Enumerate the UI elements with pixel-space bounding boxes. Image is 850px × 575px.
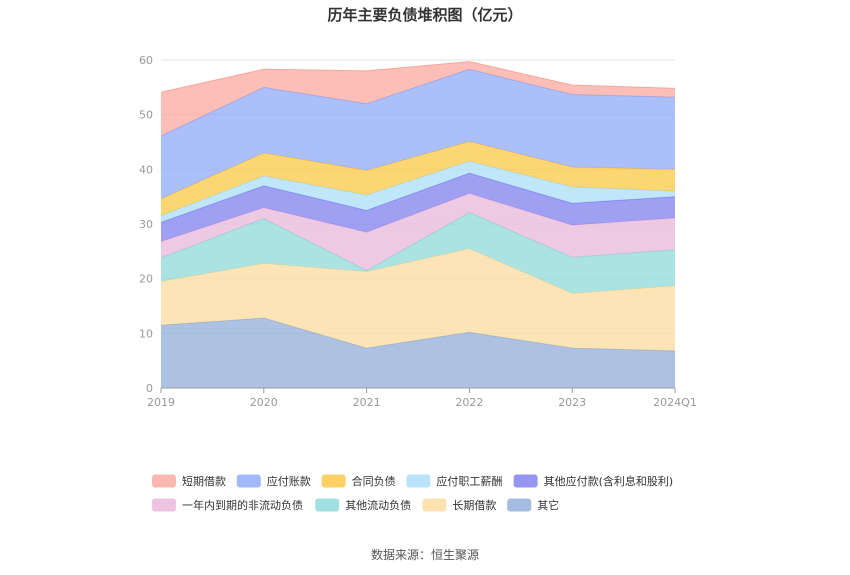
legend-label: 应付职工薪酬 [436,474,502,488]
area-合同负债 [161,141,675,216]
x-tick-label: 2019 [147,396,175,409]
x-tick-label: 2024Q1 [653,396,697,409]
legend-item: 一年内到期的非流动负债 [152,498,303,512]
legend-swatch [406,474,431,488]
series-areas [160,61,676,388]
y-tick-label: 20 [139,273,153,286]
area-edge-短期借款 [160,61,676,93]
legend-swatch [152,474,176,488]
legend-swatch [315,498,340,512]
area-其他流动负债 [161,212,675,294]
area-短期借款 [161,61,675,136]
area-长期借款 [161,248,675,351]
area-应付账款 [161,69,675,199]
legend-item: 应付职工薪酬 [406,474,502,488]
legend-label: 应付账款 [267,474,311,488]
x-tick-label: 2021 [353,396,381,409]
legend-swatch [422,498,447,512]
legend-swatch [321,474,346,488]
area-其他应付款(含利息和股利) [161,173,675,242]
y-tick-label: 10 [139,327,153,340]
x-tick-label: 2020 [250,396,278,409]
y-tick-label: 60 [139,54,153,67]
legend-swatch [152,498,176,512]
legend-label: 长期借款 [452,498,496,512]
y-tick-label: 40 [139,163,153,176]
axes: 0 10 20 30 40 50 60 2019 2020 2021 2022 2023 2024Q1 [139,54,697,409]
legend-label: 其他应付款(含利息和股利) [544,474,674,488]
area-其它 [161,318,675,388]
legend-item: 其他应付款(含利息和股利) [513,474,674,488]
legend-item: 长期借款 [422,498,496,512]
legend-swatch [236,474,261,488]
data-source: 数据来源：恒生聚源 [371,547,479,562]
legend-label: 短期借款 [182,474,226,488]
legend-label: 一年内到期的非流动负债 [182,498,303,512]
x-tick-label: 2022 [455,396,483,409]
area-一年内到期的非流动负债 [161,193,675,271]
legend-item: 应付账款 [236,474,311,488]
legend-item: 合同负债 [321,474,396,488]
y-tick-label: 50 [139,109,153,122]
area-应付职工薪酬 [161,161,675,223]
y-tick-label: 30 [139,218,153,231]
legend-swatch [513,474,538,488]
legend-label: 其它 [537,498,559,512]
legend-item: 其它 [507,498,559,512]
chart-title: 历年主要负债堆积图（亿元） [327,6,522,24]
legend-label: 合同负债 [352,474,396,488]
legend-label: 其他流动负债 [345,498,411,512]
legend: 短期借款 应付账款 合同负债 应付职工薪酬 其他应付款(含利息和股利) 一年内到期的非流动… [152,474,673,512]
legend-item: 短期借款 [152,474,226,488]
y-tick-label: 0 [146,382,153,395]
legend-swatch [507,498,532,512]
legend-item: 其他流动负债 [315,498,411,512]
x-tick-label: 2023 [558,396,586,409]
